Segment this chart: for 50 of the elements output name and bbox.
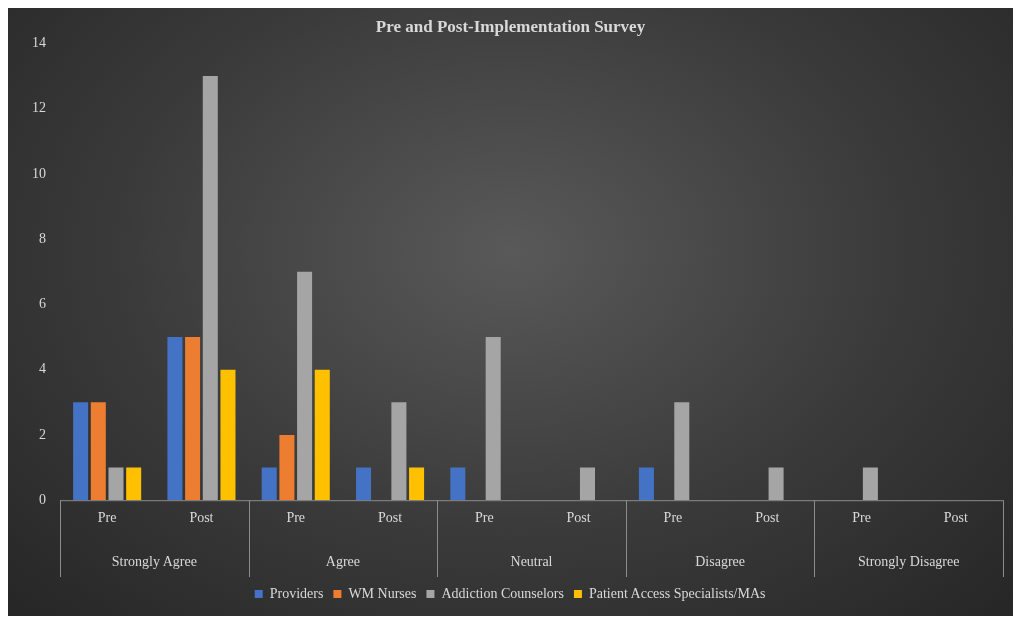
bar [450,467,466,501]
bar [674,402,690,501]
bar [409,467,425,501]
y-tick-label: 14 [32,35,46,51]
x-tick-label: Pre [286,510,306,526]
bar [90,402,106,501]
bar [279,434,295,501]
y-tick-label: 2 [39,426,46,442]
legend-label: Patient Access Specialists/MAs [588,585,766,601]
bar [862,467,878,501]
text: Strongly Disagree [857,553,960,569]
legend-label: Addiction Counselors [441,585,564,601]
y-tick-label: 12 [32,100,46,116]
x-tick-label: Pre [852,510,871,526]
bar [638,467,654,501]
bar [485,337,501,501]
bar [297,271,313,501]
y-tick-label: 6 [39,296,46,312]
x-tick-label: Post [943,510,969,526]
bar [220,369,236,501]
y-tick-label: 10 [32,165,46,181]
chart-title: Pre and Post-Implementation Survey [375,16,646,36]
bar [73,402,89,501]
bar [261,467,277,501]
x-tick-label: Post [566,510,591,526]
bar [167,337,183,501]
legend-label: WM Nurses [348,585,417,601]
x-tick-label: Pre [475,510,494,526]
text: Strongly Agree [111,553,197,569]
x-tick-label: Pre [97,510,117,526]
bar [126,467,142,501]
x-tick-label: Post [189,510,214,526]
text: Agree [325,553,360,569]
text: Disagree [695,553,745,569]
bar [356,467,372,501]
y-tick-label: 4 [39,361,46,377]
x-tick-label: Post [755,510,780,526]
bar [391,402,407,501]
x-tick-label: Post [377,510,403,526]
bar [314,369,330,501]
x-tick-label: Pre [663,510,683,526]
bar [185,337,201,501]
y-tick-label: 8 [39,230,46,246]
bar [202,76,218,501]
y-tick-label: 0 [39,491,46,507]
bar [108,467,124,501]
bar [579,467,596,501]
legend-label: Providers [269,585,324,601]
text: Neutral [510,553,553,569]
bar [768,467,784,501]
